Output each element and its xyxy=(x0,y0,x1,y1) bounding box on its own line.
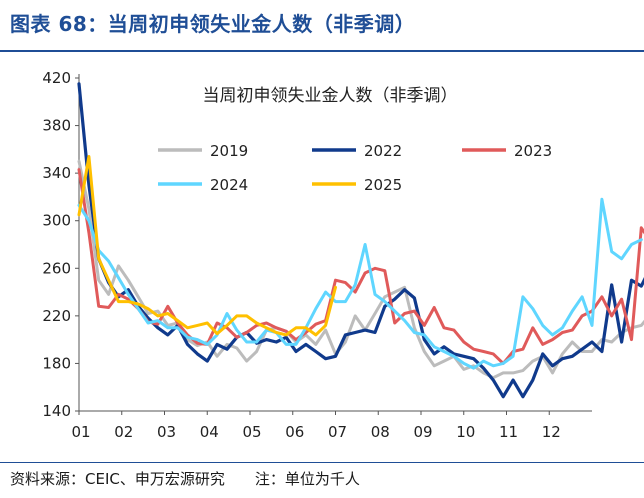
title-rule xyxy=(0,50,644,52)
x-tick-label: 06 xyxy=(285,423,304,441)
x-tick-label: 07 xyxy=(328,423,347,441)
y-tick-label: 140 xyxy=(42,402,71,420)
y-tick-label: 380 xyxy=(42,117,71,135)
series-line-2022 xyxy=(77,82,644,399)
y-tick-label: 420 xyxy=(42,69,71,87)
source-note: 资料来源：CEIC、申万宏源研究 注：单位为千人 xyxy=(10,470,360,488)
legend-label-2025: 2025 xyxy=(364,176,402,194)
footer-rule xyxy=(0,462,644,463)
chart-title: 当周初申领失业金人数（非季调） xyxy=(203,86,458,106)
series-line-2025 xyxy=(77,155,337,337)
legend-label-2024: 2024 xyxy=(210,176,248,194)
x-tick-label: 04 xyxy=(200,423,219,441)
x-tick-label: 11 xyxy=(499,423,518,441)
x-tick-label: 03 xyxy=(157,423,176,441)
x-tick-label: 10 xyxy=(456,423,475,441)
series-lines xyxy=(77,82,644,399)
figure-title: 图表 68：当周初申领失业金人数（非季调） xyxy=(10,12,416,36)
series-line-2024 xyxy=(77,197,643,370)
y-tick-label: 340 xyxy=(42,164,71,182)
x-tick-label: 08 xyxy=(371,423,390,441)
legend-label-2023: 2023 xyxy=(514,142,552,160)
x-tick-label: 05 xyxy=(242,423,261,441)
x-tick-label: 12 xyxy=(542,423,561,441)
x-tick-label: 02 xyxy=(114,423,133,441)
y-tick-label: 180 xyxy=(42,354,71,372)
series-line-2023 xyxy=(77,168,644,365)
legend-label-2019: 2019 xyxy=(210,142,248,160)
axes: 140 180 220 260 300 340 380 420 01 02 03 04 05 06 07 08… xyxy=(42,69,592,441)
series-line-2019 xyxy=(77,159,644,380)
y-tick-label: 300 xyxy=(42,212,71,230)
x-tick-label: 09 xyxy=(413,423,432,441)
legend: 2019 2022 2023 2024 2025 xyxy=(158,142,552,194)
y-tick-label: 260 xyxy=(42,259,71,277)
legend-label-2022: 2022 xyxy=(364,142,402,160)
y-tick-label: 220 xyxy=(42,307,71,325)
x-tick-label: 01 xyxy=(71,423,90,441)
